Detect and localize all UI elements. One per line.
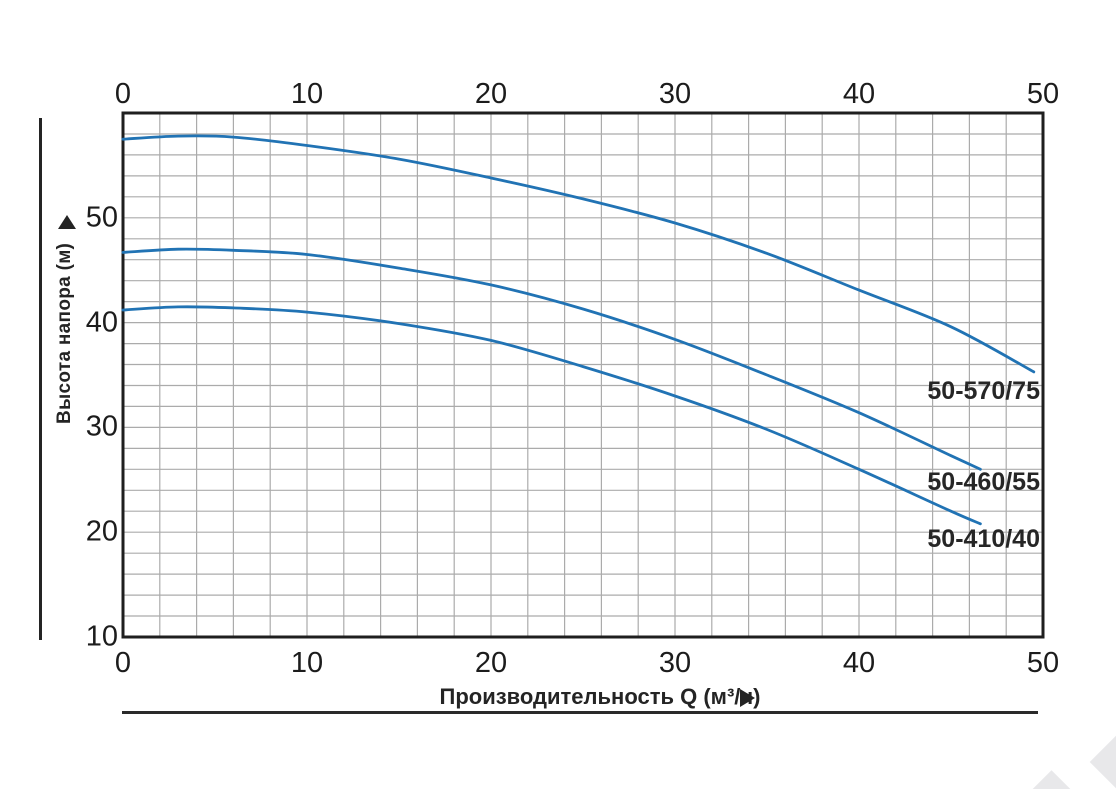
y-tick-label: 50 (85, 201, 118, 234)
y-axis-decor-line (39, 118, 42, 640)
up-arrow-icon (58, 215, 76, 229)
pump-curve-50-570-75 (121, 134, 1036, 374)
x-axis-title: Производительность Q (м³/ч) (439, 684, 761, 709)
pump-curve-50-410-40 (121, 305, 982, 526)
pump-curve-50-460-55 (121, 247, 982, 471)
x-tick-label-top: 20 (474, 78, 508, 110)
y-axis-title: Высота напора (м) (54, 242, 75, 424)
plot-border (121, 111, 1045, 639)
x-axis-underline (122, 711, 1038, 714)
y-tick-label: 40 (85, 306, 118, 339)
x-tick-label-bottom: 0 (114, 647, 132, 679)
x-tick-label-bottom: 30 (658, 647, 692, 679)
x-tick-label-bottom: 10 (290, 647, 324, 679)
x-tick-label-bottom: 20 (474, 647, 508, 679)
x-tick-label-bottom: 50 (1026, 647, 1060, 679)
x-tick-label-bottom: 40 (842, 647, 876, 679)
curve-label-50-460-55: 50-460/55 (927, 468, 1040, 496)
x-tick-label-top: 50 (1026, 78, 1060, 110)
right-arrow-icon (740, 689, 755, 707)
x-tick-label-top: 40 (842, 78, 876, 110)
y-tick-label: 30 (85, 410, 118, 443)
y-tick-label: 10 (85, 620, 118, 653)
x-tick-label-top: 10 (290, 78, 324, 110)
curve-label-50-410-40: 50-410/40 (927, 525, 1040, 553)
curve-label-50-570-75: 50-570/75 (927, 377, 1040, 405)
x-tick-label-top: 0 (114, 78, 132, 110)
y-tick-label: 20 (85, 515, 118, 548)
x-tick-label-top: 30 (658, 78, 692, 110)
